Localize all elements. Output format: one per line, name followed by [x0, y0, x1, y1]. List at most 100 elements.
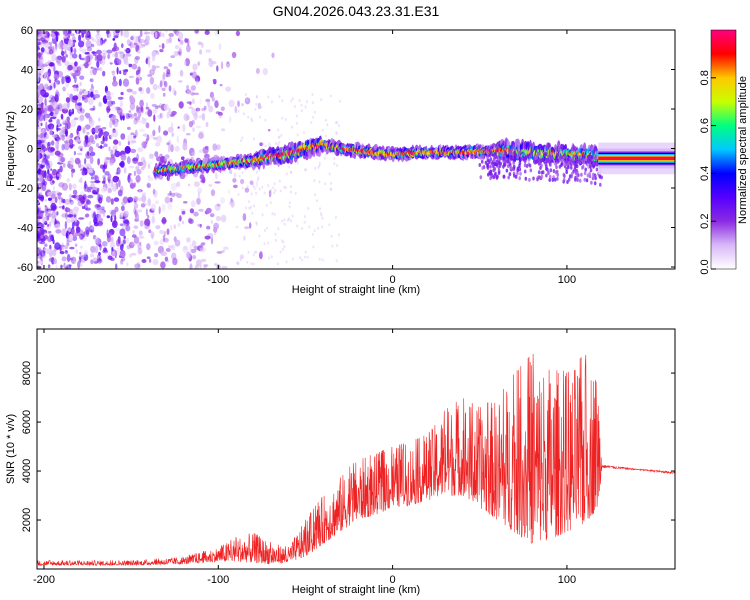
signal-point — [569, 156, 572, 161]
noise-point — [163, 66, 168, 70]
noise-point — [96, 54, 103, 62]
noise-point — [78, 34, 82, 42]
noise-point — [311, 233, 314, 236]
noise-point — [220, 197, 226, 204]
noise-point — [334, 216, 337, 219]
noise-point — [165, 72, 171, 78]
noise-point — [128, 63, 133, 68]
noise-point — [51, 45, 58, 53]
noise-point — [183, 113, 189, 122]
noise-point — [94, 245, 99, 254]
noise-point — [252, 253, 255, 257]
noise-point — [90, 183, 95, 189]
noise-point — [323, 156, 326, 160]
noise-point — [84, 51, 90, 55]
noise-point — [89, 78, 94, 83]
noise-point — [242, 112, 245, 116]
signal-point — [575, 157, 578, 162]
noise-point — [74, 231, 81, 237]
signal-point — [551, 177, 555, 182]
noise-point — [90, 128, 97, 133]
noise-point — [102, 209, 106, 218]
noise-point — [243, 235, 246, 241]
signal-point — [584, 157, 588, 162]
noise-point — [37, 248, 40, 256]
noise-point — [62, 163, 66, 168]
noise-point — [205, 122, 209, 127]
noise-point — [52, 102, 59, 110]
noise-point — [44, 243, 48, 247]
noise-point — [203, 264, 209, 267]
noise-point — [190, 85, 196, 91]
noise-point — [52, 180, 55, 184]
noise-point — [176, 135, 179, 143]
noise-point — [95, 33, 101, 41]
noise-point — [308, 225, 311, 229]
noise-point — [148, 229, 152, 233]
noise-point — [106, 49, 113, 54]
noise-point — [223, 246, 229, 251]
noise-point — [51, 168, 58, 176]
noise-point — [122, 69, 128, 72]
noise-point — [169, 197, 173, 203]
noise-point — [141, 118, 147, 125]
noise-point — [89, 108, 95, 111]
noise-point — [120, 154, 127, 161]
signal-point — [537, 151, 541, 156]
noise-point — [133, 112, 137, 117]
noise-point — [61, 48, 64, 52]
noise-point — [125, 47, 131, 54]
noise-point — [324, 134, 327, 138]
signal-point — [523, 163, 527, 168]
noise-point — [256, 178, 259, 181]
noise-point — [150, 92, 155, 100]
noise-point — [41, 223, 45, 229]
noise-point — [146, 87, 151, 94]
noise-point — [67, 39, 74, 48]
noise-point — [335, 131, 338, 134]
noise-point — [119, 70, 122, 75]
noise-point — [182, 142, 188, 151]
noise-point — [107, 187, 112, 194]
noise-point — [69, 53, 73, 60]
noise-point — [90, 245, 96, 253]
noise-point — [329, 187, 332, 191]
noise-point — [198, 149, 204, 154]
noise-point — [296, 161, 299, 165]
noise-point — [67, 64, 73, 71]
noise-point — [109, 159, 114, 166]
noise-point — [117, 189, 123, 197]
signal-point — [544, 162, 548, 167]
noise-point — [57, 103, 63, 112]
signal-point — [554, 162, 558, 167]
noise-point — [117, 51, 124, 54]
noise-point — [140, 203, 146, 208]
noise-point — [304, 105, 307, 109]
noise-point — [44, 98, 47, 106]
noise-point — [38, 96, 44, 103]
noise-point — [135, 165, 140, 171]
noise-point — [159, 49, 164, 53]
noise-point — [37, 247, 41, 256]
noise-point — [164, 157, 169, 162]
noise-point — [200, 242, 205, 247]
noise-point — [173, 30, 177, 34]
noise-point — [97, 194, 101, 202]
noise-point — [146, 243, 151, 251]
signal-point — [478, 163, 482, 167]
noise-point — [43, 235, 48, 240]
noise-point — [146, 181, 151, 188]
noise-point — [84, 112, 91, 118]
noise-point — [68, 233, 74, 242]
noise-point — [199, 223, 202, 228]
noise-point — [122, 196, 129, 204]
noise-point — [130, 36, 134, 41]
noise-point — [94, 236, 99, 244]
noise-point — [168, 145, 171, 153]
noise-point — [214, 263, 218, 266]
noise-point — [43, 83, 49, 90]
signal-point — [553, 177, 557, 182]
noise-point — [102, 241, 108, 247]
noise-point — [210, 189, 216, 197]
